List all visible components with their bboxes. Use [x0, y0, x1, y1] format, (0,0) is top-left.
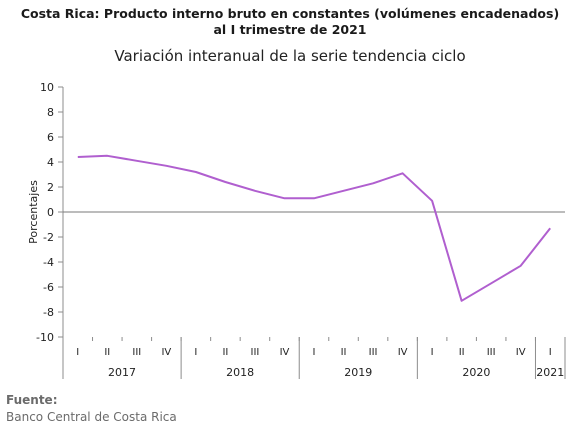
year-label: 2018	[226, 366, 254, 379]
y-tick-label: -2	[43, 231, 54, 244]
data-point	[106, 154, 109, 157]
quarter-label: IV	[516, 347, 526, 358]
data-point	[224, 181, 227, 184]
data-point	[342, 189, 345, 192]
y-tick-label: -8	[43, 306, 54, 319]
y-tick-label: -4	[43, 256, 54, 269]
quarter-label: IV	[398, 347, 408, 358]
y-tick-label: -6	[43, 281, 54, 294]
y-tick-label: 6	[47, 131, 54, 144]
quarter-label: II	[222, 347, 228, 358]
y-tick-label: -10	[36, 331, 54, 344]
quarter-label: I	[194, 347, 197, 358]
year-label: 2019	[344, 366, 372, 379]
quarter-label: III	[251, 347, 260, 358]
data-point	[283, 197, 286, 200]
quarter-label: II	[104, 347, 110, 358]
source-value: Banco Central de Costa Rica	[6, 410, 177, 424]
year-label: 2017	[108, 366, 136, 379]
quarter-label: III	[369, 347, 378, 358]
data-point	[253, 189, 256, 192]
chart-subtitle: Variación interanual de la serie tendenc…	[114, 47, 466, 65]
year-label: 2020	[462, 366, 490, 379]
y-axis-label: Porcentajes	[27, 180, 40, 244]
quarter-label: I	[313, 347, 316, 358]
year-label: 2021	[536, 366, 564, 379]
data-point	[431, 199, 434, 202]
data-point	[194, 171, 197, 174]
series-line	[77, 154, 551, 302]
chart-title-line2: al I trimestre de 2021	[213, 22, 367, 37]
y-tick-label: 2	[47, 181, 54, 194]
quarter-label: II	[459, 347, 465, 358]
quarter-label: III	[487, 347, 496, 358]
data-point	[313, 197, 316, 200]
chart-series	[76, 154, 552, 302]
data-point	[401, 172, 404, 175]
quarter-label: I	[76, 347, 79, 358]
quarter-label: I	[431, 347, 434, 358]
y-tick-label: 10	[40, 81, 54, 94]
data-point	[165, 164, 168, 167]
chart-title-line1: Costa Rica: Producto interno bruto en co…	[20, 6, 560, 21]
data-point	[460, 299, 463, 302]
data-point	[490, 282, 493, 285]
quarter-label: I	[549, 347, 552, 358]
data-point	[519, 264, 522, 267]
data-point	[372, 182, 375, 185]
data-point	[135, 159, 138, 162]
y-tick-label: 8	[47, 106, 54, 119]
quarter-label: III	[132, 347, 141, 358]
data-point	[549, 227, 552, 230]
data-point	[76, 156, 79, 159]
quarter-label: IV	[161, 347, 171, 358]
source-label: Fuente:	[6, 393, 58, 407]
quarter-label: IV	[280, 347, 290, 358]
y-tick-label: 0	[47, 206, 54, 219]
quarter-label: II	[341, 347, 347, 358]
y-tick-label: 4	[47, 156, 54, 169]
